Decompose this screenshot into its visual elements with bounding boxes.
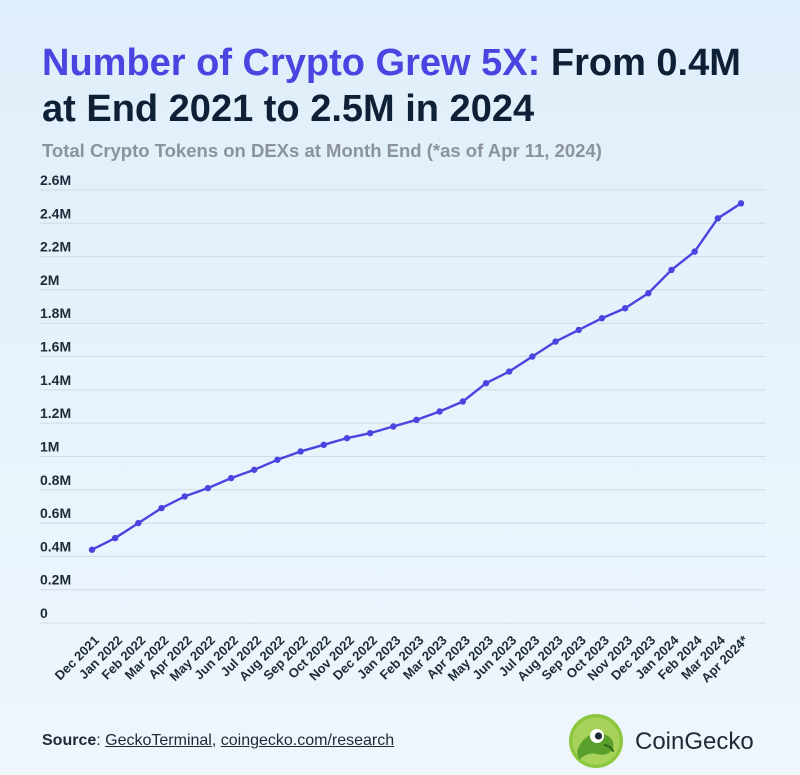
data-point (529, 353, 536, 360)
y-tick-label: 1M (40, 438, 59, 454)
data-point (343, 434, 351, 442)
data-point (135, 519, 142, 527)
data-point (88, 546, 96, 553)
line-chart: 0 0.2M 0.4M 0.6M 0.8M 1M 1.2M 1.4M 1.6M 1.8M 2M 2.2… (40, 172, 766, 686)
source-link-coingecko-research[interactable]: coingecko.com/research (220, 732, 395, 749)
y-tick-label: 1.2M (40, 405, 71, 421)
coingecko-brand[interactable]: CoinGecko (567, 712, 787, 772)
y-tick-label: 1.4M (40, 372, 71, 388)
data-point (668, 266, 675, 274)
data-point (691, 248, 698, 255)
y-tick-label: 2.2M (40, 239, 71, 255)
title-highlight: Number of Crypto Grew 5X: (42, 42, 541, 84)
data-point (506, 368, 513, 375)
data-point (320, 441, 327, 449)
data-point (436, 408, 443, 415)
y-tick-label: 0.2M (40, 572, 71, 588)
data-point (366, 429, 374, 437)
source-note: Source: GeckoTerminal, coingecko.com/res… (42, 732, 394, 750)
y-tick-label: 2M (40, 272, 59, 288)
gecko-logo-icon (569, 714, 623, 768)
data-point (274, 456, 281, 463)
data-point (482, 379, 490, 387)
source-comma: , (211, 732, 221, 749)
data-point (714, 215, 722, 222)
y-tick-label: 2.6M (40, 172, 71, 188)
data-point (251, 466, 258, 473)
y-tick-label: 0 (40, 605, 48, 621)
chart-title: Number of Crypto Grew 5X: From 0.4M at E… (42, 40, 782, 132)
source-label: Source (42, 732, 97, 749)
source-separator: : (96, 732, 106, 749)
y-tick-label: 1.8M (40, 305, 71, 321)
data-point (390, 423, 397, 430)
data-point (621, 305, 629, 312)
data-point (575, 326, 582, 334)
data-point (297, 448, 304, 455)
data-point (645, 290, 652, 297)
brand-name: CoinGecko (635, 728, 754, 755)
data-point (737, 200, 745, 207)
y-tick-label: 1.6M (40, 339, 71, 355)
y-tick-label: 0.8M (40, 472, 71, 488)
data-point (111, 534, 119, 542)
y-tick-label: 0.6M (40, 505, 71, 521)
data-point (552, 338, 559, 345)
data-point (459, 398, 467, 405)
series-line (90, 202, 743, 551)
data-point (181, 493, 188, 500)
data-point (413, 416, 420, 424)
title-rest: From 0.4M at End 2021 to 2.5M in 2024 (42, 42, 741, 130)
data-point (204, 484, 212, 492)
source-link-geckoterminal[interactable]: GeckoTerminal (105, 732, 212, 749)
data-point (158, 504, 165, 512)
y-tick-label: 0.4M (40, 538, 71, 554)
y-tick-label: 2.4M (40, 205, 71, 221)
data-point (598, 315, 606, 322)
data-point (227, 474, 235, 482)
chart-subtitle: Total Crypto Tokens on DEXs at Month End… (42, 140, 602, 161)
